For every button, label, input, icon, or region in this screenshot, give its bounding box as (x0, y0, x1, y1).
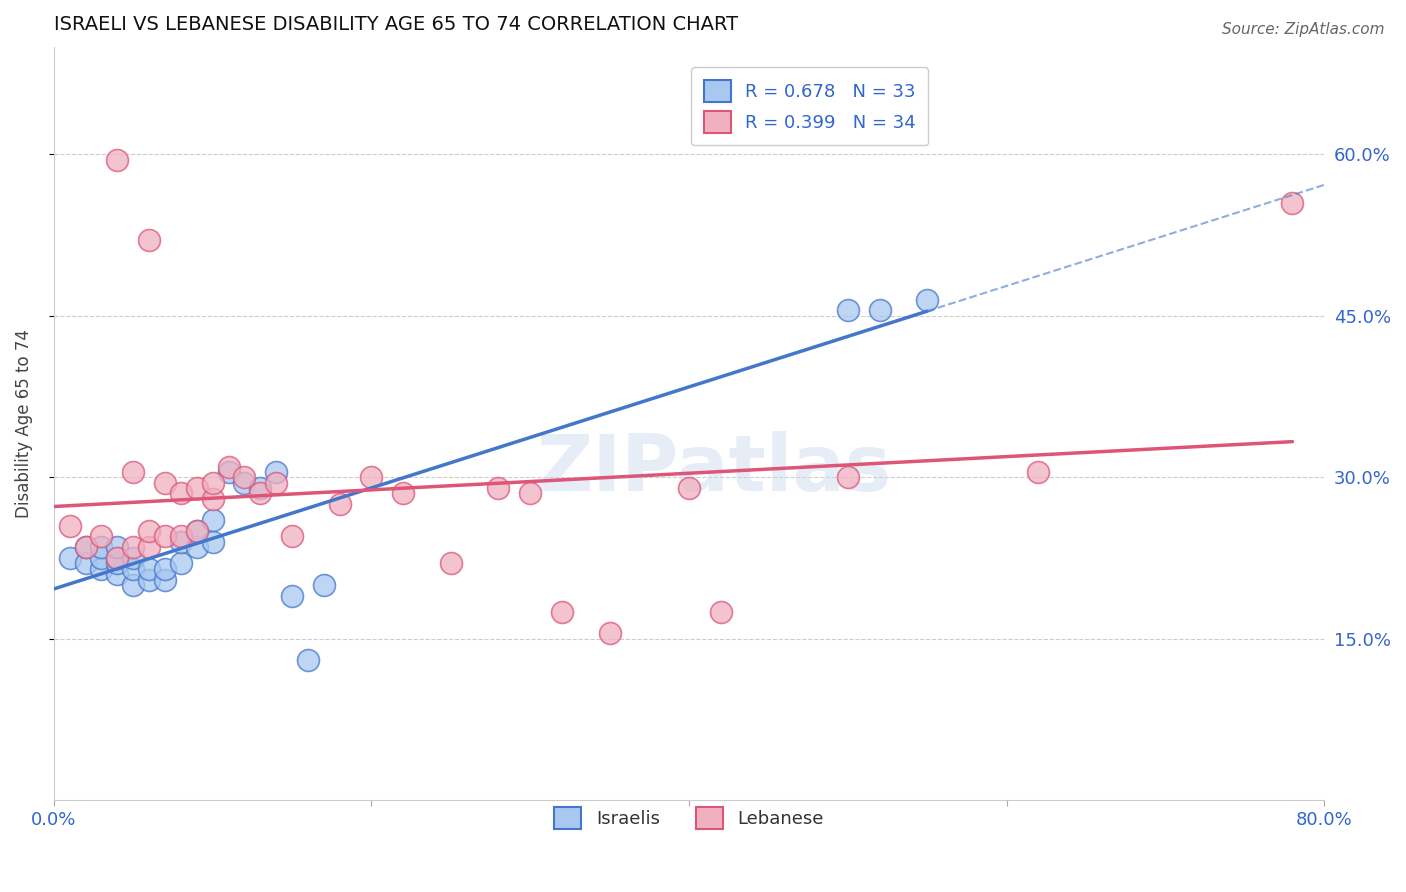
Point (392, 486, 415, 500)
Point (551, 605, 574, 619)
Point (233, 470, 256, 484)
Point (90, 529, 112, 543)
Point (915, 293, 938, 307)
Point (138, 573, 160, 587)
Point (75, 540, 97, 554)
Point (201, 534, 224, 549)
Point (122, 551, 145, 566)
Point (1281, 195, 1303, 210)
Point (201, 475, 224, 490)
Point (170, 557, 193, 571)
Point (138, 234, 160, 248)
Point (264, 475, 287, 490)
Text: ISRAELI VS LEBANESE DISABILITY AGE 65 TO 74 CORRELATION CHART: ISRAELI VS LEBANESE DISABILITY AGE 65 TO… (53, 15, 738, 34)
Point (105, 567, 128, 582)
Point (599, 626, 621, 640)
Point (105, 153, 128, 167)
Point (837, 303, 859, 318)
Point (186, 524, 208, 538)
Point (138, 540, 160, 554)
Point (105, 557, 128, 571)
Text: ZIPatlas: ZIPatlas (537, 431, 891, 507)
Point (153, 529, 176, 543)
Point (153, 475, 176, 490)
Point (201, 513, 224, 527)
Point (153, 562, 176, 576)
Point (233, 475, 256, 490)
Point (122, 578, 145, 592)
Point (170, 534, 193, 549)
Point (488, 481, 510, 495)
Point (360, 470, 382, 484)
Point (678, 481, 700, 495)
Point (170, 486, 193, 500)
Point (281, 589, 304, 603)
Point (249, 481, 271, 495)
Point (138, 524, 160, 538)
Text: Source: ZipAtlas.com: Source: ZipAtlas.com (1222, 22, 1385, 37)
Point (281, 529, 304, 543)
Point (122, 540, 145, 554)
Point (710, 605, 733, 619)
Point (90, 562, 112, 576)
Point (297, 653, 319, 667)
Point (138, 562, 160, 576)
Point (75, 540, 97, 554)
Point (122, 465, 145, 479)
Point (519, 486, 541, 500)
Point (837, 470, 859, 484)
Point (59, 518, 82, 533)
Point (75, 557, 97, 571)
Point (105, 551, 128, 566)
Point (186, 481, 208, 495)
Point (153, 573, 176, 587)
Point (218, 459, 240, 474)
Point (90, 540, 112, 554)
Point (329, 497, 352, 511)
Point (186, 540, 208, 554)
Point (1026, 465, 1049, 479)
Point (869, 303, 891, 318)
Point (218, 465, 240, 479)
Point (170, 529, 193, 543)
Point (312, 578, 335, 592)
Point (105, 551, 128, 566)
Legend: Israelis, Lebanese: Israelis, Lebanese (547, 800, 831, 837)
Point (122, 562, 145, 576)
Point (186, 524, 208, 538)
Point (90, 551, 112, 566)
Y-axis label: Disability Age 65 to 74: Disability Age 65 to 74 (15, 329, 32, 518)
Point (264, 465, 287, 479)
Point (440, 557, 463, 571)
Point (59, 551, 82, 566)
Point (249, 486, 271, 500)
Point (201, 491, 224, 506)
Point (105, 540, 128, 554)
